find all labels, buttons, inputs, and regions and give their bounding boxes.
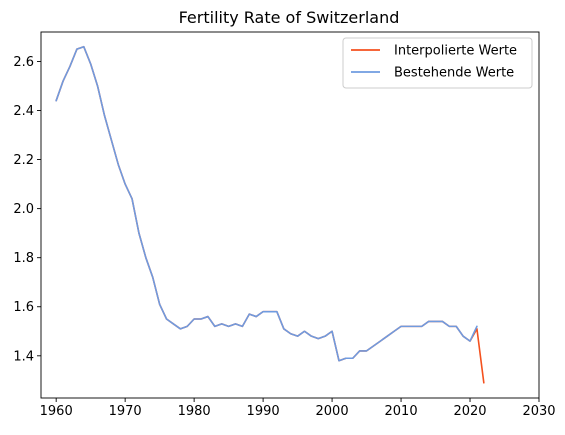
y-tick-label: 1.4 — [13, 349, 34, 364]
x-tick-label: 2020 — [453, 404, 486, 419]
series-layer — [55, 45, 485, 384]
y-tick-label: 2.6 — [13, 55, 34, 70]
y-tick-label: 1.6 — [13, 300, 34, 315]
legend: Interpolierte Werte Bestehende Werte — [342, 37, 533, 89]
x-tick-label: 1970 — [109, 404, 142, 419]
x-tick-label: 2030 — [522, 404, 555, 419]
chart-title: Fertility Rate of Switzerland — [179, 8, 400, 27]
series-line-0 — [55, 45, 485, 384]
y-tick-label: 1.8 — [13, 251, 34, 266]
y-tick-label: 2.0 — [13, 202, 34, 217]
x-tick-label: 2000 — [316, 404, 349, 419]
x-tick-label: 2010 — [385, 404, 418, 419]
x-tick-label: 1990 — [247, 404, 280, 419]
series-line-1 — [55, 45, 478, 362]
y-tick-label: 2.2 — [13, 153, 34, 168]
y-tick-label: 2.4 — [13, 104, 34, 119]
legend-box — [342, 37, 533, 89]
x-tick-label: 1960 — [40, 404, 73, 419]
legend-label: Interpolierte Werte — [394, 44, 517, 59]
plot-frame — [40, 31, 540, 399]
legend-label: Bestehende Werte — [394, 66, 514, 81]
x-tick-label: 1980 — [178, 404, 211, 419]
axes-layer: 1960 1970 1980 1990 2000 2010 2020 2030 1.4 1.6 1.… — [13, 31, 556, 419]
